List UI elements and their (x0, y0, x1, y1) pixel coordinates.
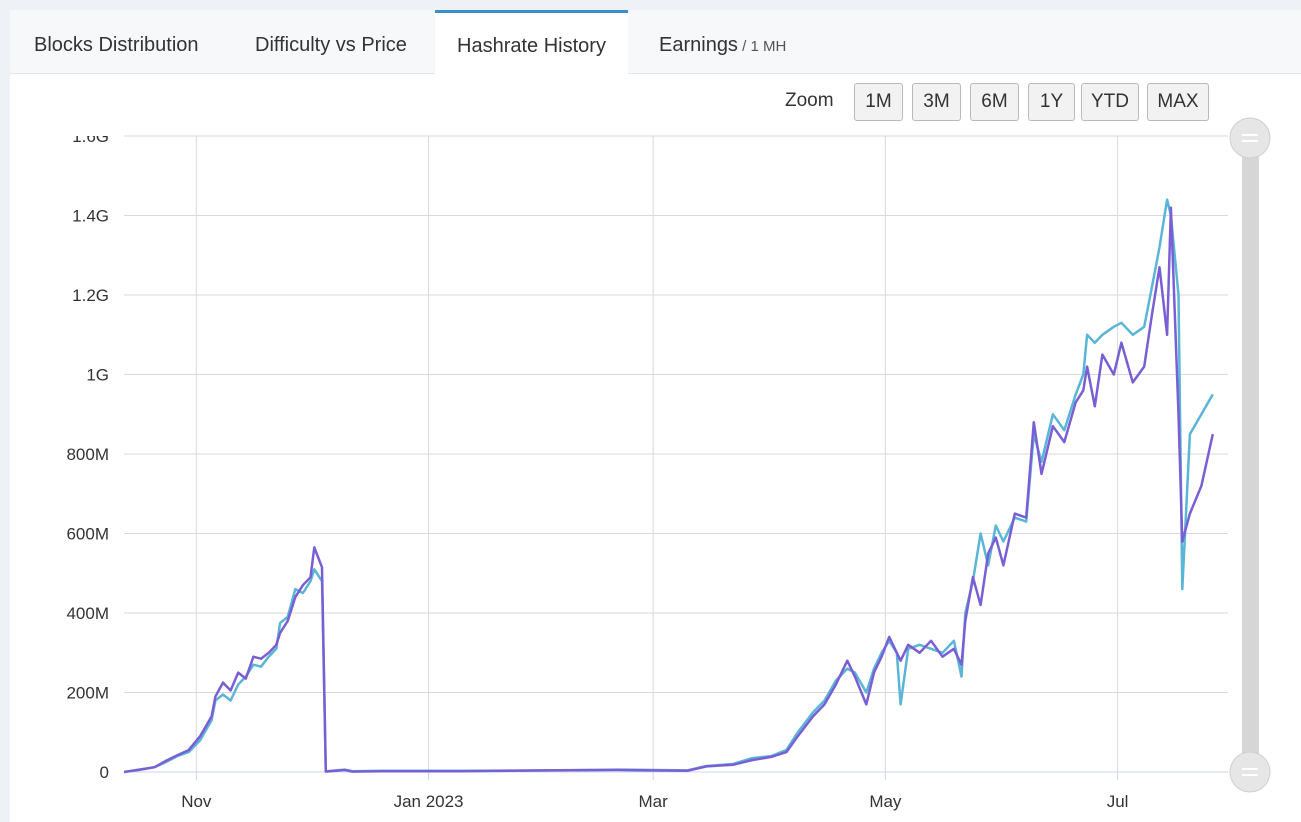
tab-label: Blocks Distribution (34, 34, 199, 56)
zoom-max-button[interactable]: MAX (1147, 83, 1209, 121)
zoom-ytd-button[interactable]: YTD (1081, 83, 1139, 121)
x-tick-label: Jul (1107, 792, 1129, 811)
scrollbar-track[interactable] (1242, 140, 1259, 762)
chart-panel: Blocks Distribution Difficulty vs Price … (10, 10, 1301, 822)
y-axis-labels: 0 200M 400M 600M 800M 1G 1.2G 1.4G 1.6G (66, 127, 109, 782)
x-axis-labels: Nov Jan 2023 Mar May Jul (181, 792, 1128, 811)
x-tick-label: May (869, 792, 902, 811)
tab-hashrate-history[interactable]: Hashrate History (435, 10, 628, 74)
zoom-label: Zoom (785, 90, 834, 111)
series-line-1 (124, 198, 1214, 774)
series-lines (124, 198, 1215, 774)
y-tick-label: 800M (66, 445, 109, 464)
zoom-1y-button[interactable]: 1Y (1028, 83, 1075, 121)
navigator-scrollbar[interactable] (1229, 117, 1271, 793)
x-tick-label: Jan 2023 (394, 792, 464, 811)
tab-difficulty-vs-price[interactable]: Difficulty vs Price (255, 10, 407, 73)
zoom-1m-button[interactable]: 1M (854, 83, 903, 121)
tab-label: Hashrate History (457, 35, 606, 57)
tab-earnings[interactable]: Earnings / 1 MH (659, 10, 786, 73)
y-tick-label: 1.4G (72, 207, 109, 226)
y-tick-label: 0 (100, 763, 109, 782)
tab-label: Difficulty vs Price (255, 34, 407, 56)
gridlines (124, 135, 1228, 780)
y-tick-label: 600M (66, 525, 109, 544)
y-tick-label: 400M (66, 604, 109, 623)
tab-sublabel: / 1 MH (737, 38, 787, 55)
zoom-3m-button[interactable]: 3M (912, 83, 961, 121)
zoom-6m-button[interactable]: 6M (970, 83, 1019, 121)
y-tick-label: 1.2G (72, 286, 109, 305)
tab-label: Earnings (659, 34, 738, 56)
series-line-2 (124, 206, 1215, 774)
x-tick-label: Mar (639, 792, 669, 811)
scrollbar-handle-top[interactable] (1229, 117, 1271, 159)
tab-bar: Blocks Distribution Difficulty vs Price … (10, 10, 1301, 74)
scrollbar-handle-bottom[interactable] (1229, 751, 1271, 793)
tab-blocks-distribution[interactable]: Blocks Distribution (34, 10, 199, 73)
y-tick-label: 200M (66, 684, 109, 703)
y-tick-label: 1G (86, 366, 109, 385)
y-tick-label: 1.6G (72, 127, 109, 146)
x-tick-label: Nov (181, 792, 212, 811)
